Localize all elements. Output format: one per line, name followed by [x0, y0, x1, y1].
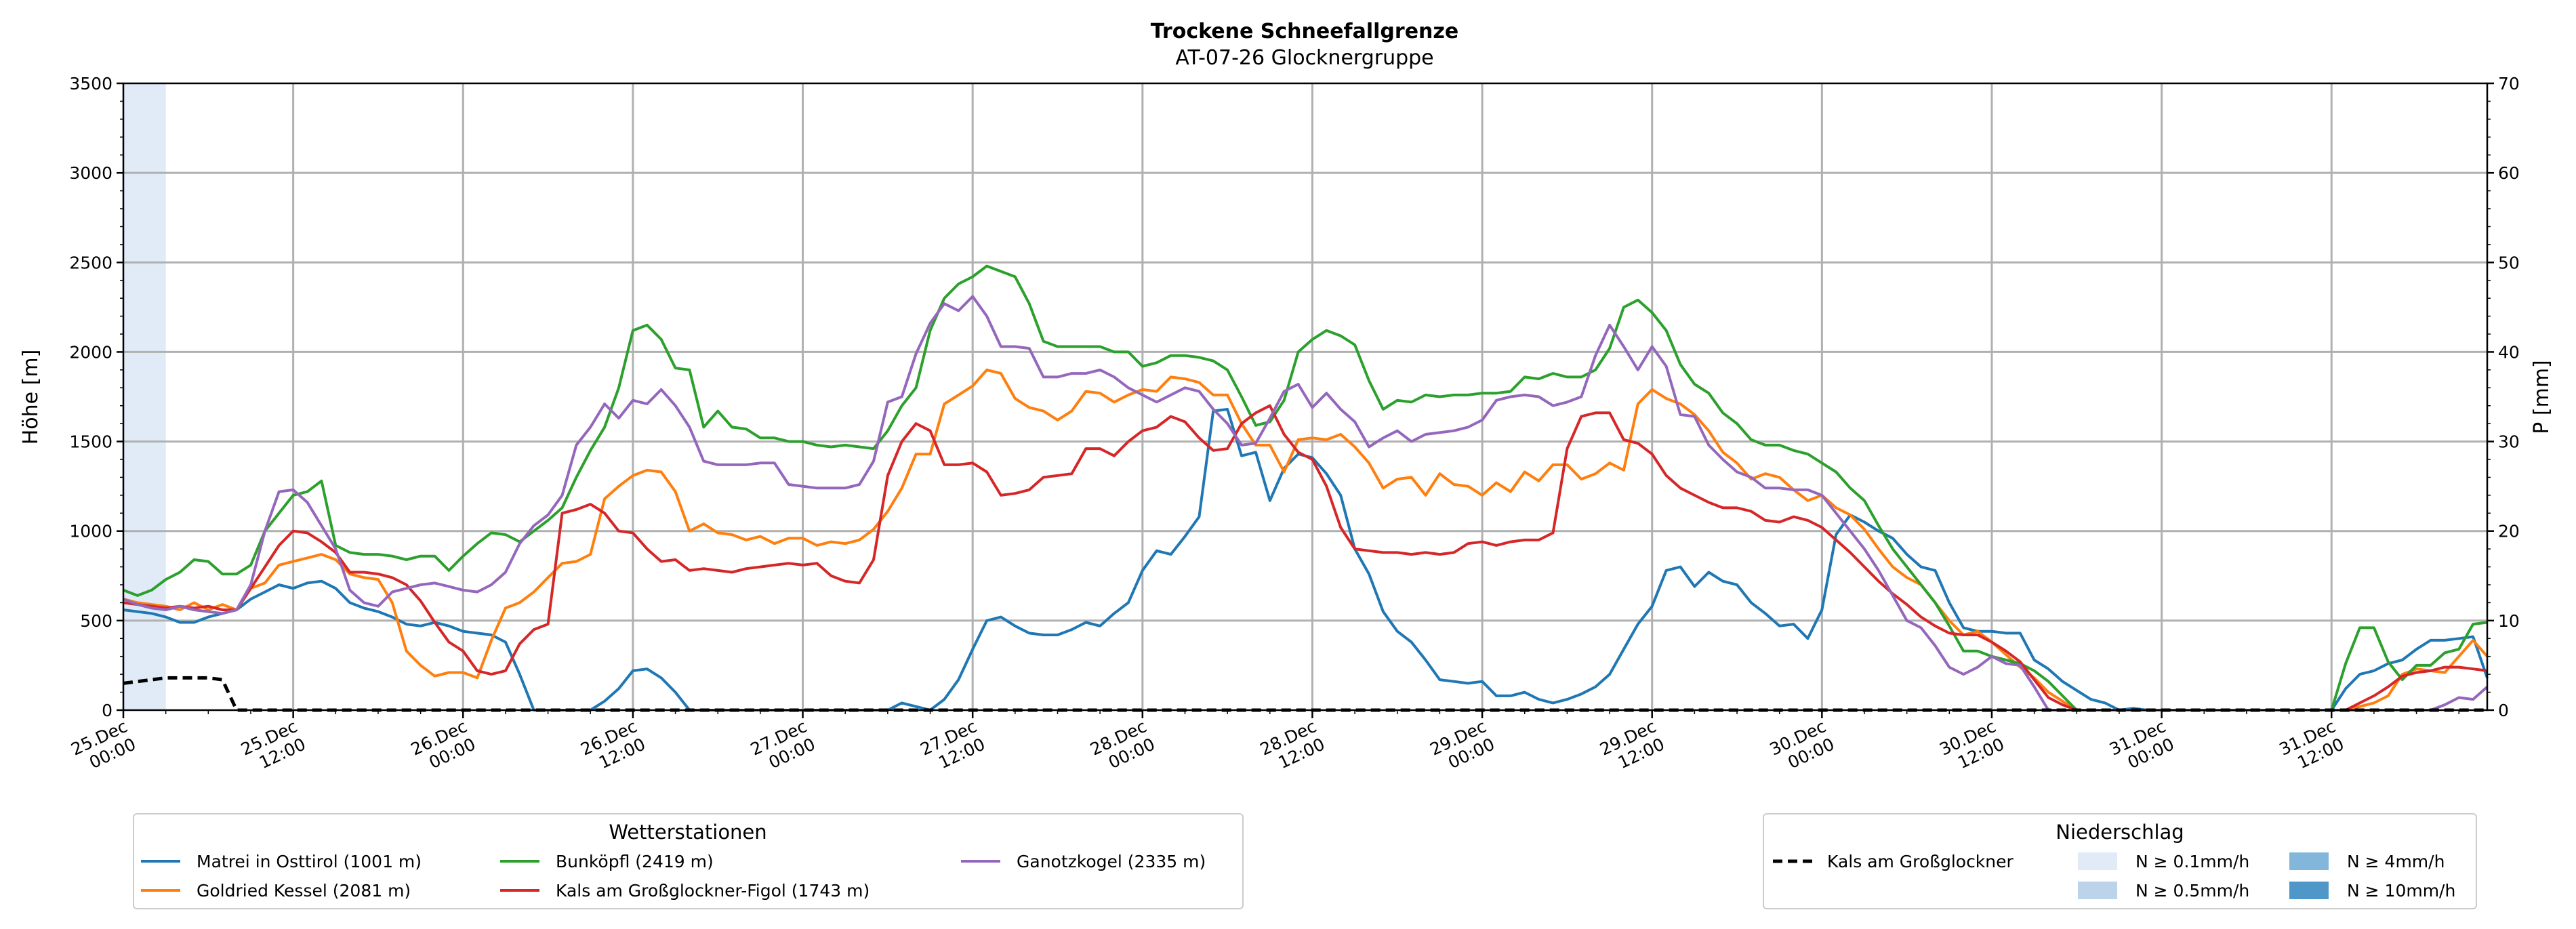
- y2-tick-label-4: 40: [2498, 342, 2520, 362]
- grid-lines: [123, 83, 2487, 710]
- legend-precip-swatch-0: [2078, 852, 2117, 870]
- legend-precip-label-1: N ≥ 0.5mm/h: [2135, 881, 2249, 901]
- chart-subtitle: AT-07-26 Glocknergruppe: [1175, 46, 1433, 70]
- y-tick-label-6: 3000: [69, 163, 113, 183]
- y2-tick-label-1: 10: [2498, 611, 2520, 631]
- y2-tick-label-5: 50: [2498, 253, 2520, 272]
- series-line-2: [123, 264, 2488, 711]
- legend-precip-line-label: Kals am Großglockner: [1827, 852, 2014, 871]
- plot-frame: [122, 82, 2489, 711]
- axes: [117, 82, 2494, 718]
- y-axis-label: Höhe [m]: [19, 350, 43, 445]
- legend-precip-label-2: N ≥ 4mm/h: [2347, 852, 2445, 871]
- y-tick-label-5: 2500: [69, 253, 113, 272]
- y-tick-label-1: 500: [80, 611, 113, 631]
- y2-tick-label-3: 30: [2498, 432, 2520, 452]
- y-tick-label-3: 1500: [69, 432, 113, 452]
- legend-precip-label-0: N ≥ 0.1mm/h: [2135, 852, 2249, 871]
- y2-tick-label-0: 0: [2498, 701, 2509, 720]
- y-tick-label-4: 2000: [69, 342, 113, 362]
- legend-station-label-3: Kals am Großglockner-Figol (1743 m): [556, 881, 870, 901]
- y2-tick-label-6: 60: [2498, 163, 2520, 183]
- series-line-0: [123, 408, 2489, 711]
- series-lines: [123, 264, 2489, 712]
- chart-title: Trockene Schneefallgrenze: [1151, 20, 1458, 43]
- legend-station-label-2: Bunköpfl (2419 m): [556, 852, 714, 871]
- legend-precip-swatch-2: [2289, 852, 2329, 870]
- legend-precip-title: Niederschlag: [2056, 821, 2184, 844]
- series-line-1: [123, 368, 2489, 711]
- legend-station-label-1: Goldried Kessel (2081 m): [197, 881, 411, 901]
- series-line-3: [123, 404, 2488, 711]
- legend-precip-label-3: N ≥ 10mm/h: [2347, 881, 2455, 901]
- y-tick-label-7: 3500: [69, 74, 113, 94]
- legend-station-label-0: Matrei in Osttirol (1001 m): [197, 852, 422, 871]
- y-tick-label-0: 0: [102, 701, 113, 720]
- y2-axis-label: P [mm]: [2530, 360, 2554, 434]
- legend-station-label-4: Ganotzkogel (2335 m): [1017, 852, 1206, 871]
- series-line-5: [123, 676, 2487, 712]
- y-tick-label-2: 1000: [69, 522, 113, 541]
- legend-precip: Niederschlag Kals am Großglockner N ≥ 0.…: [1763, 813, 2477, 909]
- y2-tick-label-7: 70: [2498, 74, 2520, 94]
- legend-stations: Wetterstationen Matrei in Osttirol (1001…: [133, 813, 1244, 909]
- y2-tick-label-2: 20: [2498, 522, 2520, 541]
- legend-stations-frame: [133, 813, 1244, 909]
- legend-precip-swatch-1: [2078, 882, 2117, 899]
- series-line-4: [123, 295, 2489, 711]
- legend-precip-swatch-3: [2289, 882, 2329, 899]
- tick-labels: 0 500 1000 1500 2000 2500 3000 3500 0 10 20 30 40 50 6…: [68, 74, 2520, 772]
- legend-stations-title: Wetterstationen: [609, 821, 766, 844]
